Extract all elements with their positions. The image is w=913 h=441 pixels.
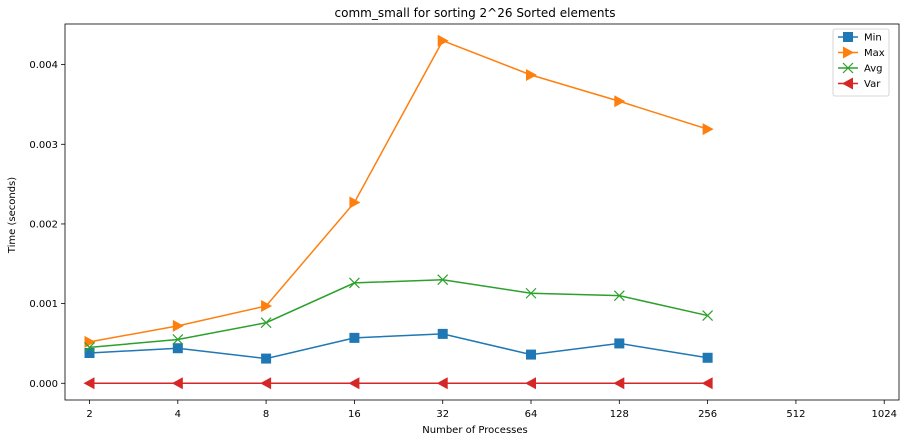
y-axis-label: Time (seconds) bbox=[7, 177, 18, 254]
data-point-min bbox=[702, 352, 713, 363]
series-max bbox=[84, 34, 714, 348]
data-point-min bbox=[349, 332, 360, 343]
data-point-max bbox=[614, 95, 626, 108]
data-point-min bbox=[526, 349, 537, 360]
x-tick-label: 128 bbox=[610, 409, 629, 420]
x-axis-label: Number of Processes bbox=[422, 425, 527, 436]
axes-ticks: 2 4 8 16 32 64 128 256 512 1024 0.000 0.001 0.002 0.0… bbox=[29, 60, 897, 420]
legend-marker-avg bbox=[842, 62, 854, 74]
data-point-avg bbox=[525, 287, 537, 299]
legend-label-max: Max bbox=[864, 48, 885, 59]
series-line-min bbox=[89, 333, 708, 360]
legend-item-max: Max bbox=[838, 46, 885, 59]
legend-label-avg: Avg bbox=[864, 64, 883, 75]
data-point-var bbox=[171, 377, 183, 390]
data-point-avg bbox=[437, 274, 449, 286]
data-point-min bbox=[261, 353, 272, 364]
data-point-var bbox=[260, 377, 272, 390]
data-point-var bbox=[348, 377, 360, 390]
plot-area bbox=[83, 34, 714, 390]
data-point-max bbox=[84, 335, 96, 348]
legend-marker-var bbox=[842, 77, 853, 90]
data-point-max bbox=[437, 34, 449, 47]
data-point-min bbox=[84, 348, 95, 358]
legend-marker-min bbox=[843, 32, 853, 42]
series-var bbox=[83, 377, 713, 390]
x-tick-label: 1024 bbox=[871, 409, 896, 420]
x-tick-label: 16 bbox=[348, 409, 361, 420]
x-tick-label: 512 bbox=[786, 409, 805, 420]
legend-label-var: Var bbox=[864, 79, 881, 90]
data-point-avg bbox=[702, 310, 714, 321]
data-point-avg bbox=[260, 317, 272, 329]
data-point-min bbox=[614, 338, 625, 349]
series-line-avg bbox=[89, 278, 708, 349]
data-point-avg bbox=[348, 277, 360, 289]
legend-item-min: Min bbox=[838, 32, 882, 44]
x-tick-label: 64 bbox=[525, 409, 538, 420]
data-point-avg bbox=[172, 334, 184, 345]
data-point-max bbox=[261, 300, 273, 312]
legend: Min Max Avg Var bbox=[832, 28, 890, 97]
data-point-max bbox=[526, 68, 538, 81]
y-tick-label: 0.001 bbox=[29, 299, 58, 310]
legend-label-min: Min bbox=[864, 33, 882, 44]
y-tick-label: 0.000 bbox=[29, 379, 58, 390]
data-point-avg bbox=[84, 341, 95, 353]
data-point-max bbox=[349, 196, 361, 209]
y-tick-label: 0.004 bbox=[29, 60, 58, 71]
data-point-var bbox=[436, 377, 448, 390]
data-point-var bbox=[525, 377, 537, 390]
data-point-max bbox=[172, 319, 184, 332]
data-point-min bbox=[172, 343, 183, 354]
plot-frame bbox=[64, 23, 900, 401]
legend-marker-max bbox=[843, 46, 854, 59]
y-tick-label: 0.003 bbox=[29, 140, 58, 151]
chart-title: comm_small for sorting 2^26 Sorted eleme… bbox=[335, 6, 616, 20]
data-point-var bbox=[83, 377, 95, 390]
x-tick-label: 32 bbox=[436, 409, 449, 420]
legend-box bbox=[832, 28, 890, 97]
series-line-max bbox=[89, 39, 708, 343]
series-min bbox=[84, 328, 713, 364]
data-point-avg bbox=[613, 290, 625, 302]
data-point-var bbox=[701, 377, 713, 390]
data-point-var bbox=[613, 377, 625, 390]
legend-item-avg: Avg bbox=[838, 62, 883, 75]
data-point-max bbox=[702, 123, 714, 136]
x-tick-label: 256 bbox=[698, 409, 717, 420]
x-tick-label: 8 bbox=[263, 409, 269, 420]
y-tick-label: 0.002 bbox=[29, 219, 58, 230]
series-avg bbox=[84, 274, 714, 353]
legend-item-var: Var bbox=[838, 77, 881, 90]
x-tick-label: 2 bbox=[86, 409, 92, 420]
data-point-min bbox=[437, 328, 448, 339]
x-tick-label: 4 bbox=[175, 409, 181, 420]
